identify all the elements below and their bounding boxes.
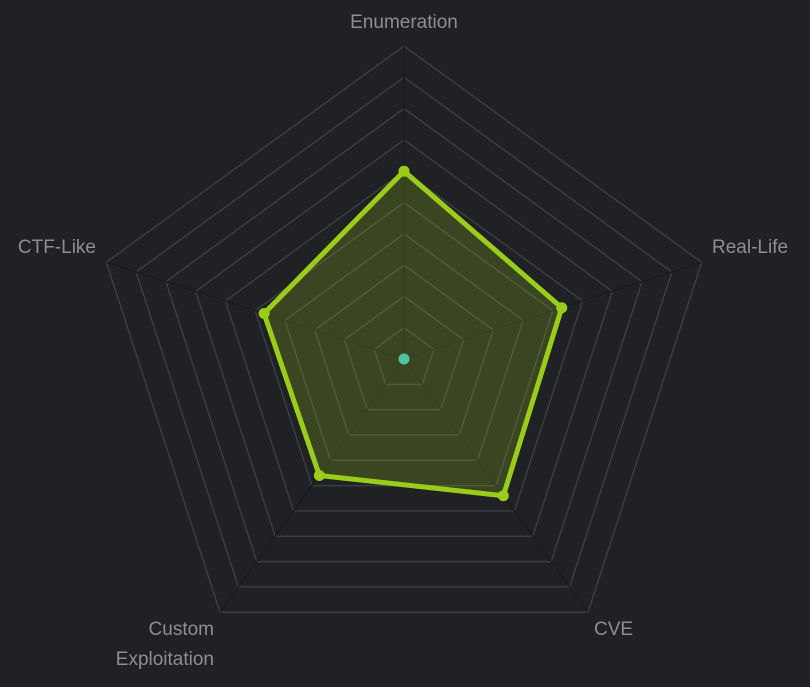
grid-ring xyxy=(105,45,703,613)
category-label: Custom Exploitation xyxy=(115,619,214,670)
category-label: Real-Life xyxy=(712,237,789,258)
axis-spoke xyxy=(219,358,405,613)
center-dot xyxy=(398,353,410,365)
data-point xyxy=(556,302,568,314)
data-point xyxy=(313,469,325,481)
axis-spoke xyxy=(403,261,702,360)
data-point xyxy=(398,165,410,177)
category-label: CVE xyxy=(594,619,634,640)
category-label: CTF-Like xyxy=(17,237,96,258)
grid-ring xyxy=(313,264,495,436)
grid-ring xyxy=(135,76,673,588)
category-label: Enumeration xyxy=(350,12,458,33)
axis-spoke xyxy=(403,358,589,613)
grid-ring xyxy=(194,138,614,538)
grid-ring xyxy=(164,107,644,563)
data-point xyxy=(258,308,270,320)
axis-spoke xyxy=(106,261,405,360)
grid-ring xyxy=(373,326,435,386)
series-area xyxy=(261,168,565,499)
grid-ring xyxy=(343,295,465,411)
data-point xyxy=(497,490,509,502)
grid-ring xyxy=(224,170,584,512)
grid-ring xyxy=(284,232,524,462)
